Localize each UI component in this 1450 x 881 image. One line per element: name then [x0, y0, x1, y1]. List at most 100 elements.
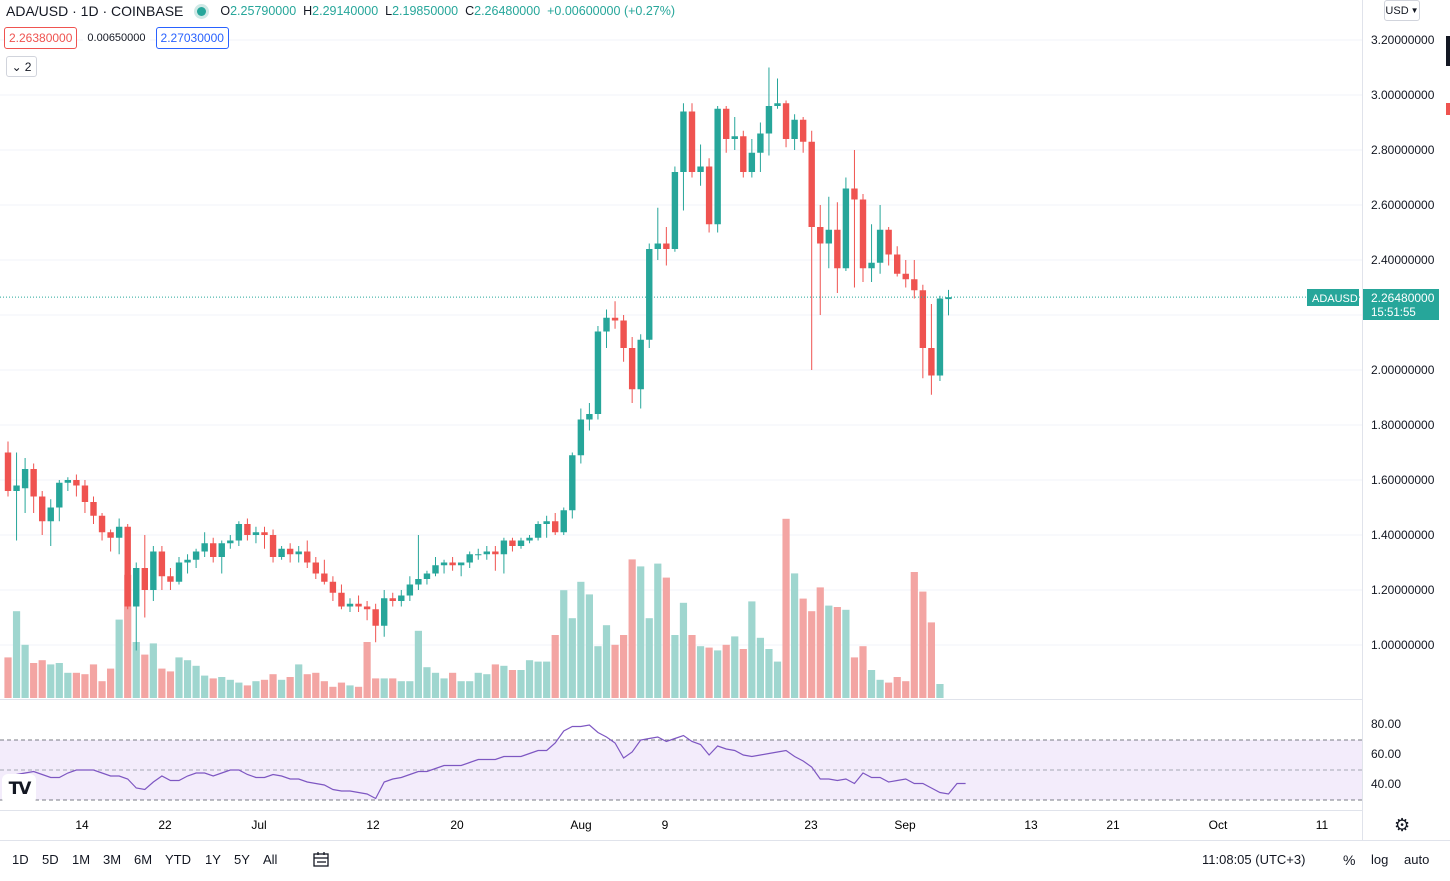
scroll-indicator-red — [1446, 103, 1450, 115]
rsi-label-60: 60.00 — [1371, 747, 1401, 761]
calendar-range-icon[interactable] — [312, 851, 332, 869]
candle-body — [98, 515, 106, 533]
chart-canvas[interactable]: 3.20000000 3.00000000 2.80000000 2.60000000… — [0, 0, 1450, 840]
volume-bar — [226, 679, 234, 698]
candle-body — [423, 573, 431, 579]
candle-body — [269, 535, 277, 557]
change-value: +0.00600000 (+0.27%) — [547, 4, 676, 18]
volume-bar — [21, 644, 29, 698]
candle-body — [449, 562, 456, 566]
currency-select[interactable]: USD ▼ — [1384, 0, 1420, 21]
order-boxes: 2.26380000 0.00650000 2.27030000 — [4, 27, 229, 49]
volume-bar — [756, 637, 764, 698]
candle-body — [654, 243, 661, 249]
time-label: 14 — [75, 818, 89, 832]
candle-body — [799, 119, 807, 142]
log-toggle[interactable]: log — [1371, 852, 1389, 867]
timeframe-ytd[interactable]: YTD — [165, 852, 191, 867]
candle-body — [526, 537, 533, 541]
indicators-toggle[interactable]: ⌄ 2 — [6, 56, 37, 77]
time-label: 21 — [1106, 818, 1120, 832]
gear-icon[interactable]: ⚙ — [1394, 815, 1411, 835]
volume-bar — [192, 665, 200, 698]
candle-body — [261, 532, 268, 535]
candle-body — [500, 540, 508, 555]
volume-bar — [81, 674, 89, 698]
timeframe-5y[interactable]: 5Y — [234, 852, 250, 867]
candle-body — [594, 331, 602, 414]
volume-bar — [560, 590, 568, 698]
tradingview-logo[interactable]: TV — [2, 774, 36, 804]
candle-body — [646, 249, 653, 340]
candle-body — [748, 152, 756, 172]
volume-bar — [218, 677, 226, 698]
time-label: Aug — [570, 818, 591, 832]
volume-bar — [107, 668, 115, 698]
candle-body — [894, 254, 901, 274]
candle-body — [133, 568, 140, 607]
candle-body — [295, 551, 302, 555]
volume-bar — [671, 635, 679, 698]
open-value: 2.25790000 — [230, 4, 297, 18]
volume-bar — [278, 679, 286, 698]
volume-bar — [201, 675, 209, 698]
volume-bar — [312, 672, 320, 698]
candle-body — [150, 551, 157, 590]
volume-bar — [731, 636, 739, 698]
time-axis[interactable]: 14 22 Jul 12 20 Aug 9 23 Sep 13 21 Oct 1… — [0, 810, 1362, 833]
candle-body — [201, 543, 208, 552]
candle-body — [671, 172, 679, 249]
percent-toggle[interactable]: % — [1343, 852, 1356, 868]
volume-bar — [602, 625, 611, 698]
price-tick-label: 1.80000000 — [1371, 418, 1435, 432]
timeframe-3m[interactable]: 3M — [103, 852, 122, 867]
symbol-legend[interactable]: ADA/USD · 1D · COINBASE O2.25790000 H2.2… — [6, 3, 675, 19]
candle-body — [21, 469, 29, 489]
clock[interactable]: 11:08:05 (UTC+3) — [1202, 852, 1306, 867]
timeframe-1y[interactable]: 1Y — [205, 852, 221, 867]
time-label: Jul — [251, 818, 266, 832]
buy-price-button[interactable]: 2.27030000 — [155, 27, 229, 49]
timeframe-all[interactable]: All — [263, 852, 278, 867]
auto-toggle[interactable]: auto — [1404, 852, 1430, 867]
high-value: 2.29140000 — [312, 4, 379, 18]
candle-body — [876, 229, 884, 263]
timeframe-6m[interactable]: 6M — [134, 852, 153, 867]
candle-body — [680, 111, 687, 172]
spread-value: 0.00650000 — [83, 29, 150, 47]
volume-bar — [534, 661, 542, 698]
volume-bar — [688, 635, 696, 698]
timeframe-5d[interactable]: 5D — [42, 852, 59, 867]
volume-bar — [885, 682, 893, 698]
volume-bar — [89, 664, 98, 698]
sell-price-button[interactable]: 2.26380000 — [4, 27, 78, 49]
candle-body — [688, 111, 696, 172]
volume-bar — [645, 618, 653, 698]
timeframe-1d[interactable]: 1D — [12, 852, 29, 867]
volume-bar — [696, 646, 705, 698]
candle-body — [115, 526, 123, 538]
symbol-title[interactable]: ADA/USD · 1D · COINBASE — [6, 3, 184, 19]
volume-bar — [423, 667, 431, 698]
volume-bar — [628, 559, 636, 698]
candle-body — [851, 188, 858, 200]
volume-bar — [910, 572, 918, 698]
volume-bar — [474, 672, 482, 698]
volume-bar — [12, 611, 21, 698]
candle-body — [552, 521, 559, 533]
candle-body — [808, 141, 815, 227]
candle-body — [637, 339, 644, 390]
volume-bar — [825, 605, 833, 698]
candle-body — [440, 562, 448, 566]
price-axis[interactable]: 3.20000000 3.00000000 2.80000000 2.60000000… — [1371, 33, 1435, 652]
rsi-label-40: 40.00 — [1371, 777, 1401, 791]
volume-bar — [525, 660, 534, 698]
timeframe-1m[interactable]: 1M — [72, 852, 91, 867]
candle-body — [586, 414, 593, 420]
grid-lines — [0, 39, 1362, 646]
candle-body — [56, 482, 63, 508]
bottom-toolbar: 1D 5D 1M 3M 6M YTD 1Y 5Y All 11:08:05 (U… — [0, 840, 1450, 881]
candle-body — [509, 540, 516, 546]
volume-bar — [483, 674, 491, 698]
time-label: 20 — [450, 818, 464, 832]
